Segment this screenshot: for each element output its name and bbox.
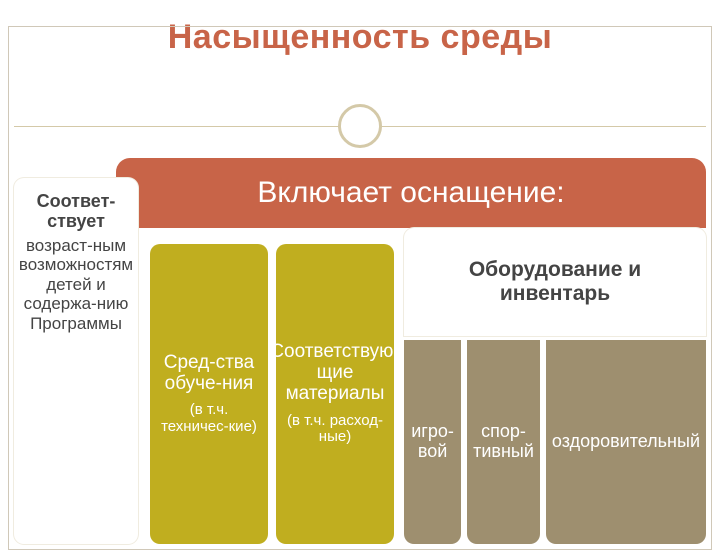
- column-materials: Соответствую-щие материалы (в т.ч. расхо…: [276, 244, 394, 544]
- col3-note: (в т.ч. расход-ные): [280, 413, 390, 446]
- column-compliance: Соответ-ствует возраст-ным возможностям …: [14, 178, 138, 544]
- equipment-row: игро-вой спор-тивный оздоровительный: [404, 340, 706, 544]
- equipment-item-sport: спор-тивный: [467, 340, 540, 544]
- col2-note: (в т.ч. техничес-кие): [154, 402, 264, 435]
- col3-heading: Соответствую-щие материалы: [270, 342, 399, 405]
- equipment-item-play: игро-вой: [404, 340, 461, 544]
- decorative-circle: [338, 104, 382, 148]
- equipment-item-health: оздоровительный: [546, 340, 706, 544]
- col1-body: возраст-ным возможностям детей и содержа…: [18, 236, 134, 334]
- col1-heading: Соответ-ствует: [18, 192, 134, 232]
- col2-heading: Сред-ства обуче-ния: [154, 353, 264, 395]
- column-teaching-means: Сред-ства обуче-ния (в т.ч. техничес-кие…: [150, 244, 268, 544]
- content-area: Включает оснащение: Соответ-ствует возра…: [14, 158, 706, 544]
- banner-heading: Включает оснащение:: [116, 158, 706, 228]
- equipment-header: Оборудование и инвентарь: [404, 228, 706, 336]
